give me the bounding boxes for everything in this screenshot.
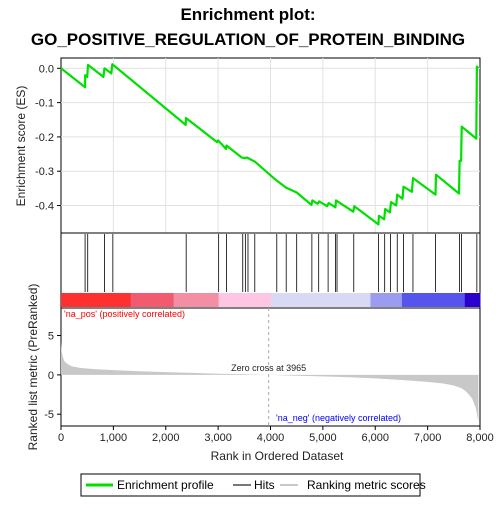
x-axis-label: Rank in Ordered Dataset bbox=[211, 449, 344, 463]
metric-y-tick-label: -5 bbox=[44, 409, 54, 421]
x-tick-label: 3,000 bbox=[204, 432, 232, 444]
colorbar-segment bbox=[370, 293, 397, 307]
colorbar-segment bbox=[396, 293, 402, 307]
negative-correlation-label: 'na_neg' (negatively correlated) bbox=[276, 413, 401, 423]
colorbar-segment bbox=[129, 293, 131, 307]
legend-label: Ranking metric scores bbox=[307, 478, 426, 492]
ranked-metric-frame bbox=[60, 307, 481, 427]
x-tick-label: 7,000 bbox=[414, 432, 442, 444]
colorbar-segment bbox=[170, 293, 174, 307]
colorbar-segment bbox=[459, 293, 465, 307]
colorbar-segment bbox=[212, 293, 219, 307]
chart-title-line2: GO_POSITIVE_REGULATION_OF_PROTEIN_BINDIN… bbox=[31, 30, 465, 49]
colorbar-segment bbox=[464, 293, 481, 307]
metric-y-tick-label: 0 bbox=[48, 370, 54, 382]
enrichment-score-panel: 0.0 -0.1 -0.2 -0.3 -0.4 Enrichment score (ES… bbox=[14, 57, 481, 234]
zero-cross-label: Zero cross at 3965 bbox=[231, 363, 306, 373]
es-y-tick-label: -0.1 bbox=[35, 98, 54, 110]
x-tick-label: 0 bbox=[58, 432, 64, 444]
colorbar-segment bbox=[265, 293, 271, 307]
metric-y-axis-label: Ranked list metric (PreRanked) bbox=[26, 284, 40, 451]
ranked-metric-panel: Zero cross at 3965 'na_pos' (positively … bbox=[26, 284, 494, 463]
es-y-axis-label: Enrichment score (ES) bbox=[14, 86, 28, 207]
x-tick-label: 2,000 bbox=[152, 432, 180, 444]
colorbar-segment bbox=[218, 293, 266, 307]
x-tick-label: 5,000 bbox=[309, 432, 337, 444]
colorbar-segment bbox=[61, 293, 130, 307]
legend-label: Hits bbox=[254, 478, 275, 492]
x-tick-label: 1,000 bbox=[100, 432, 128, 444]
es-y-tick-label: -0.2 bbox=[35, 132, 54, 144]
x-tick-label: 8,000 bbox=[466, 432, 494, 444]
positive-correlation-label: 'na_pos' (positively correlated) bbox=[64, 309, 185, 319]
legend-label: Enrichment profile bbox=[117, 478, 214, 492]
x-tick-label: 6,000 bbox=[361, 432, 389, 444]
colorbar-segment bbox=[270, 293, 366, 307]
x-tick-label: 4,000 bbox=[257, 432, 285, 444]
hits-panel bbox=[60, 232, 481, 309]
colorbar-segment bbox=[130, 293, 172, 307]
colorbar-segment bbox=[364, 293, 371, 307]
es-y-tick-label: -0.4 bbox=[35, 201, 54, 213]
colorbar-segment bbox=[173, 293, 214, 307]
es-y-tick-label: 0.0 bbox=[39, 63, 54, 75]
legend: Enrichment profile Hits Ranking metric sco… bbox=[80, 473, 426, 497]
metric-y-tick-label: 5 bbox=[48, 331, 54, 343]
colorbar-segment bbox=[401, 293, 460, 307]
es-y-tick-label: -0.3 bbox=[35, 166, 54, 178]
enrichment-profile-line bbox=[60, 63, 480, 226]
chart-title-line1: Enrichment plot: bbox=[180, 5, 315, 24]
